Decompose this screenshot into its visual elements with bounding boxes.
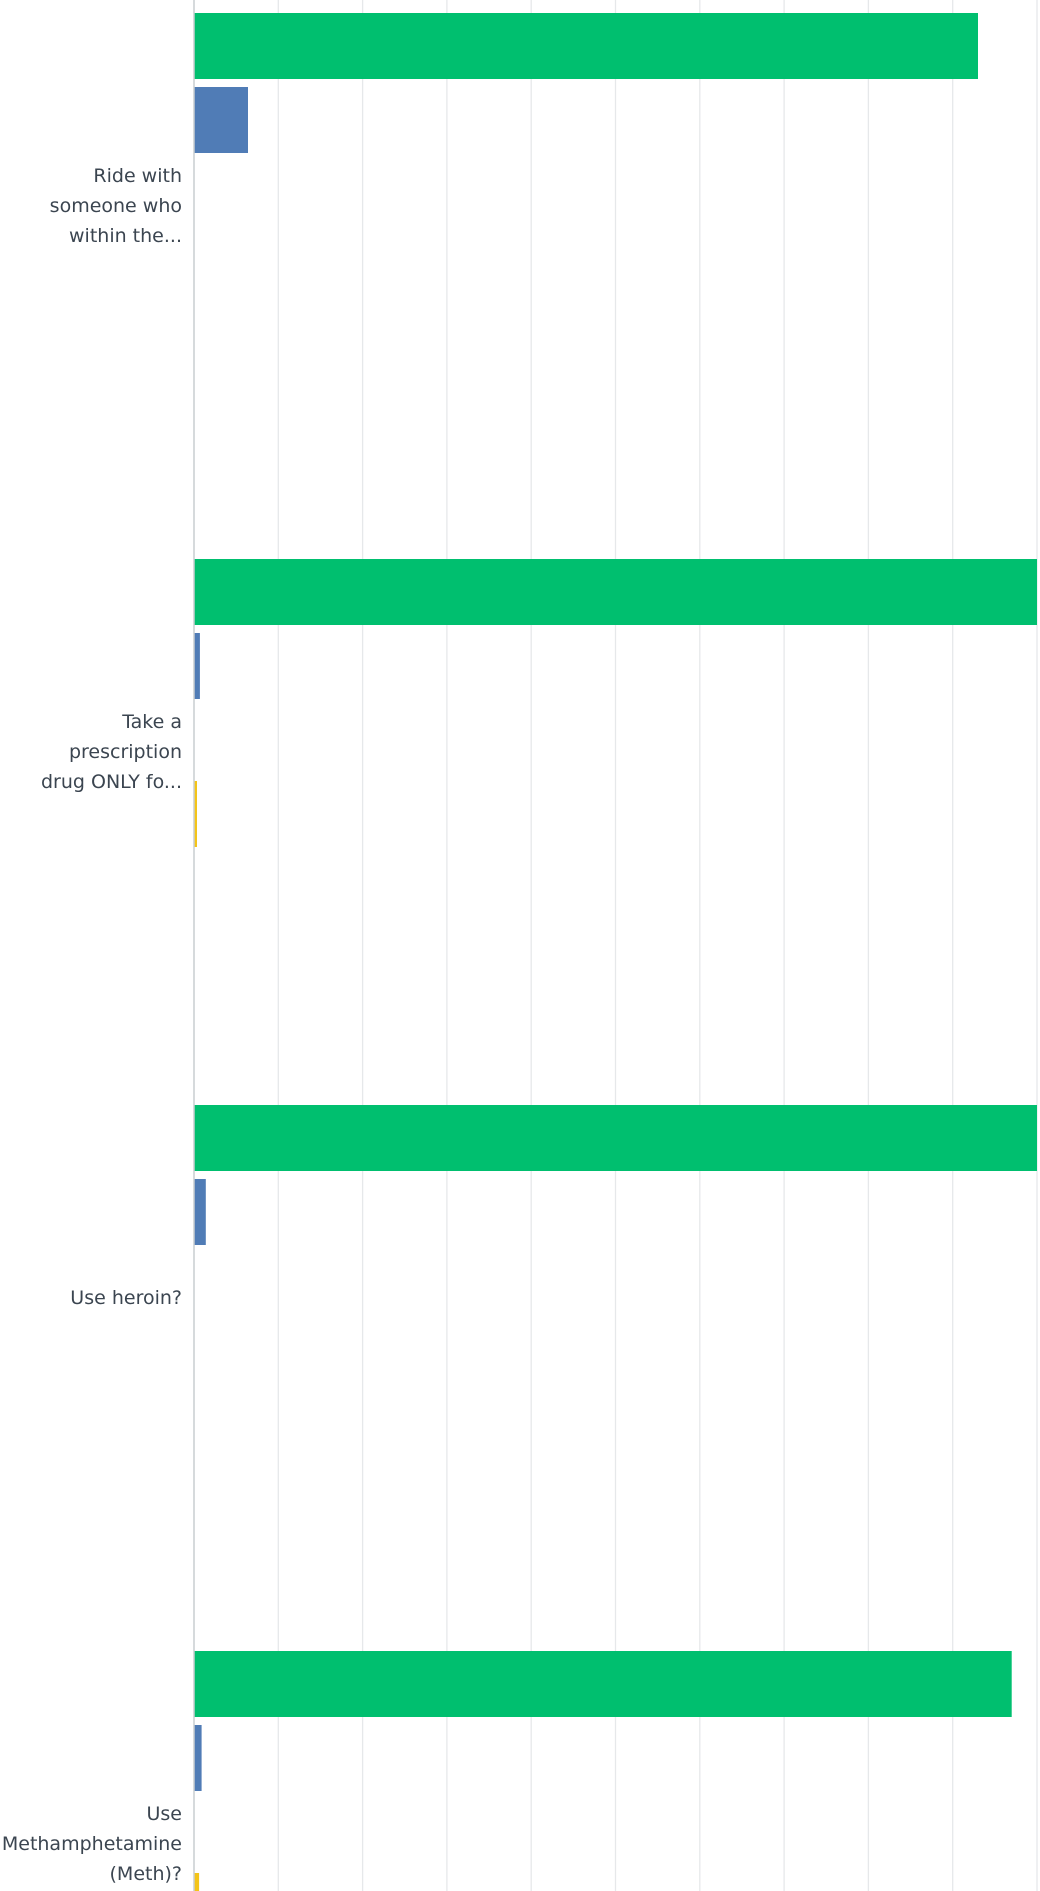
bar [194, 1651, 1012, 1717]
category-label-line: drug ONLY fo... [41, 771, 182, 793]
category-label-line: Ride with [93, 165, 182, 187]
bar [194, 87, 248, 153]
category-label-line: Use [147, 1803, 183, 1825]
category-label: Take a prescription drug ONLY fo... [41, 711, 182, 793]
bar [194, 559, 1037, 625]
category-label-line: (Meth)? [110, 1863, 182, 1885]
bar [194, 1725, 202, 1791]
bar [194, 1179, 206, 1245]
category-label-line: someone who [50, 195, 182, 217]
bar [194, 633, 200, 699]
category-label: Use Methamphetamine (Meth)? [2, 1803, 182, 1885]
category-label-line: Methamphetamine [2, 1833, 182, 1855]
category-labels: Ride with someone who within the... Take a p… [2, 165, 182, 1885]
category-label: Ride with someone who within the... [50, 165, 182, 247]
bar [194, 1873, 200, 1891]
category-label-line: within the... [69, 225, 182, 247]
bars [194, 13, 1037, 1891]
grid [277, 0, 1038, 1891]
category-label-line: prescription [69, 741, 182, 763]
category-label-line: Take a [121, 711, 182, 733]
category-label-line: Use heroin? [70, 1287, 182, 1309]
bar [194, 1105, 1037, 1171]
bar [194, 781, 197, 847]
category-label: Use heroin? [70, 1287, 182, 1309]
bar [194, 13, 978, 79]
